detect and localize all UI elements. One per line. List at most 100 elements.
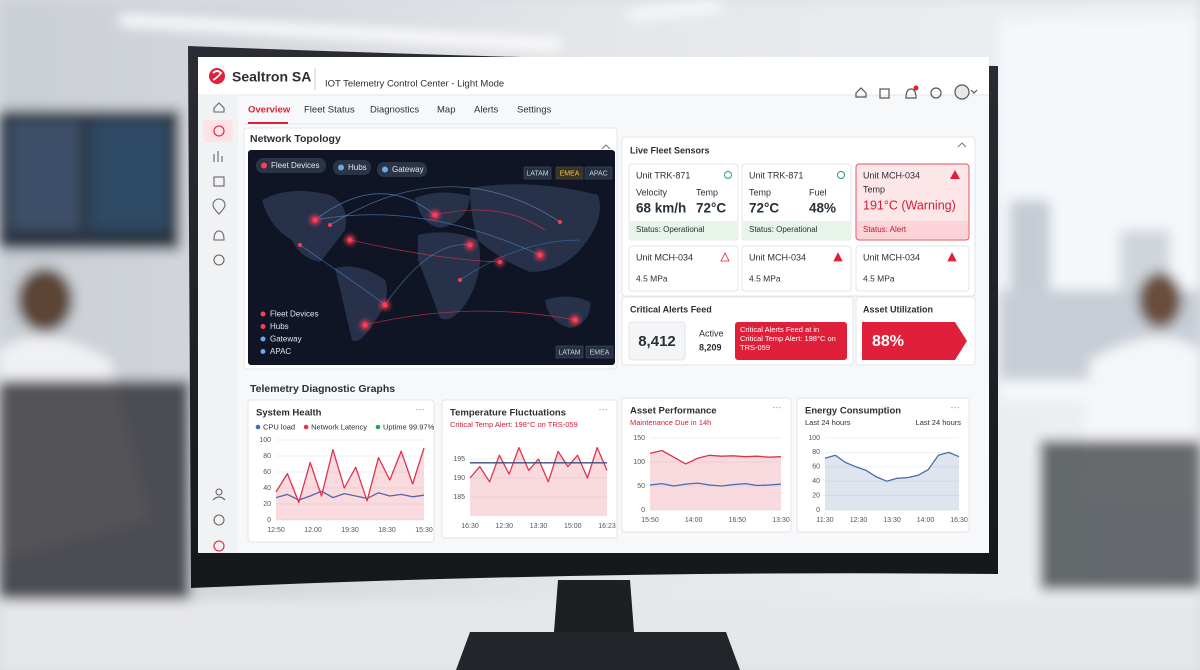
x-tick-label: 16:50 [729, 517, 747, 524]
bell-icon[interactable] [905, 88, 917, 99]
region-label: APAC [589, 170, 608, 177]
x-tick-label: 12:30 [495, 523, 513, 530]
chip[interactable] [333, 160, 371, 175]
chart-panel [621, 397, 792, 533]
tab[interactable]: Settings [517, 105, 552, 116]
nav-map[interactable] [212, 198, 226, 215]
sidebar-active [203, 120, 233, 142]
graphs: System Health ⋯ CPU load Network Latency Upt… [247, 397, 970, 543]
settings-icon[interactable] [930, 87, 942, 99]
y-tick-label: 60 [812, 464, 820, 471]
home-icon[interactable] [855, 87, 867, 98]
chip[interactable] [377, 162, 427, 177]
nav-docs[interactable] [213, 176, 225, 187]
chip-label: Fleet Devices [271, 161, 319, 170]
tab-underline [248, 122, 288, 124]
y-tick-label: 80 [263, 453, 271, 460]
y-tick-label: 20 [263, 501, 271, 508]
field-label: Temp [863, 184, 885, 194]
utilization-panel: Asset Utilization 88% [855, 296, 976, 366]
panel-title: Live Fleet Sensors [630, 145, 710, 155]
tab[interactable]: Fleet Status [304, 105, 355, 116]
chart-subtitle: Maintenance Due in 14h [630, 418, 711, 427]
chart-title: Asset Performance [630, 406, 717, 417]
nav-help[interactable] [213, 540, 225, 552]
x-tick-label: 12:50 [267, 527, 285, 534]
mini-card[interactable] [855, 245, 970, 292]
y-tick-label: 40 [263, 485, 271, 492]
nav-overview[interactable] [213, 125, 225, 137]
continents [262, 184, 600, 341]
chart-title: System Health [256, 408, 322, 419]
tab[interactable]: Overview [248, 105, 291, 116]
y-tick-label: 0 [267, 517, 271, 524]
nav-user[interactable] [215, 488, 223, 496]
mini-card[interactable] [741, 245, 852, 292]
x-tick-label: 11:30 [817, 517, 834, 524]
network-links [299, 186, 581, 326]
nav-stats[interactable] [213, 151, 223, 162]
collapse[interactable] [601, 144, 611, 150]
y-tick-label: 100 [808, 435, 820, 442]
card-icon [720, 252, 730, 262]
chip-dot [338, 164, 344, 171]
x-tick-label: 19:30 [341, 527, 359, 534]
line [469, 446, 608, 483]
legend-dot [260, 311, 266, 317]
region-box[interactable] [555, 345, 584, 359]
chart-subtitle: Last 24 hours [805, 418, 851, 427]
x-tick-label: 15:00 [564, 523, 582, 530]
legend-label: Fleet Devices [270, 310, 318, 319]
x-tick-label: 14:00 [685, 517, 703, 524]
card-icon [947, 252, 957, 262]
x-tick-label: 13:30 [772, 517, 790, 524]
legend-dot [260, 349, 266, 354]
y-tick-label: 40 [812, 478, 820, 485]
x-tick-label: 14:00 [917, 517, 935, 524]
region-box[interactable] [555, 166, 584, 180]
topology-labels: Fleet Devices Hubs Gateway LATAM EMEA APAC Fle… [256, 158, 614, 359]
x-tick-label: 16:30 [950, 517, 968, 524]
region-box[interactable] [585, 345, 614, 359]
unit-name: Unit MCH-034 [863, 170, 920, 180]
y-tick-label: 80 [812, 449, 820, 456]
y-tick-label: 60 [263, 469, 271, 476]
menu-caret[interactable] [970, 89, 978, 94]
nav-config[interactable] [213, 514, 225, 526]
chip-label: Gateway [392, 165, 424, 174]
unit-name: Unit TRK-871 [636, 170, 690, 180]
app-title: IOT Telemetry Control Center - Light Mod… [325, 79, 504, 90]
alert-message: Critical Alerts Feed at in Critical Temp… [740, 325, 836, 352]
region-box[interactable] [584, 166, 613, 180]
chip-label: Hubs [348, 163, 367, 172]
status-bar [743, 221, 850, 239]
range-label: Last 24 hours [916, 418, 962, 427]
alert-message-box[interactable] [735, 322, 847, 360]
pressure: 4.5 MPa [749, 273, 781, 283]
y-tick-label: 185 [453, 494, 465, 501]
y-tick-label: 190 [453, 475, 465, 482]
tab[interactable]: Map [437, 105, 455, 116]
doc-icon[interactable] [879, 88, 890, 99]
area [276, 448, 424, 520]
card-icon [724, 171, 732, 179]
panel-title: Network Topology [250, 133, 341, 145]
mini-card[interactable] [628, 245, 739, 292]
alerts-panel: Critical Alerts Feed 8,412 Active 8,209 … [621, 296, 854, 366]
x-tick-label: 15:50 [641, 517, 659, 524]
field-value: 72°C [749, 201, 779, 216]
avatar[interactable] [954, 84, 970, 100]
collapse[interactable] [957, 142, 967, 148]
legend-dot [260, 336, 266, 342]
chip[interactable] [256, 158, 326, 173]
field-value: 48% [809, 201, 836, 216]
region-label: LATAM [526, 170, 548, 177]
tab[interactable]: Diagnostics [370, 105, 419, 116]
utilization-value: 88% [872, 333, 904, 350]
network-nodes [298, 210, 580, 330]
nav-home[interactable] [213, 102, 225, 113]
tab[interactable]: Alerts [474, 105, 499, 116]
nav-settings[interactable] [213, 254, 225, 266]
region-box[interactable] [523, 166, 552, 180]
nav-alerts[interactable] [213, 230, 225, 241]
